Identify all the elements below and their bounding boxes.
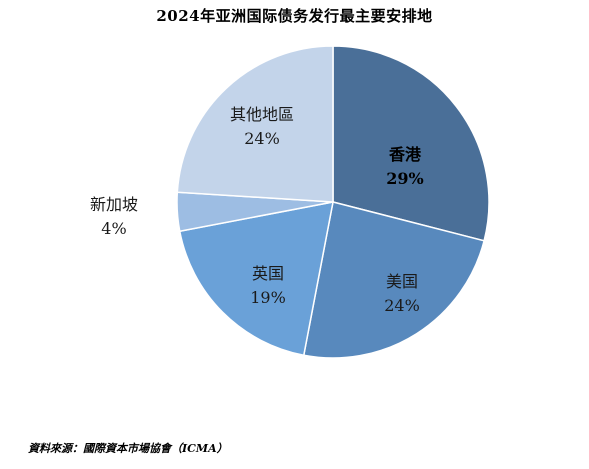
pie-slice-1 [302, 201, 486, 359]
chart-title: 2024年亚洲国际债务发行最主要安排地 [156, 7, 433, 25]
slice-label-2: 英国 [252, 264, 284, 283]
pie-slice-4 [176, 45, 334, 203]
slice-value-label-4: 24% [244, 129, 280, 148]
slice-label-3: 新加坡 [90, 195, 138, 214]
pie-slice-2 [178, 201, 334, 357]
slice-value-label-3: 4% [101, 219, 126, 238]
pie-labels: 香港 29% 美国 24% 英国 19% 新加坡 4% 其他地區 24% [90, 105, 424, 315]
slice-label-0: 香港 [388, 145, 422, 164]
slice-label-1: 美国 [386, 272, 418, 291]
source-note: 資料來源：國際資本市場協會（ICMA） [28, 442, 228, 455]
slice-label-4: 其他地區 [230, 105, 294, 124]
slice-value-label-2: 19% [250, 288, 286, 307]
slice-value-label-0: 29% [386, 169, 423, 188]
pie-slices [176, 45, 490, 359]
slice-value-label-1: 24% [384, 296, 420, 315]
pie-slice-0 [332, 45, 490, 242]
